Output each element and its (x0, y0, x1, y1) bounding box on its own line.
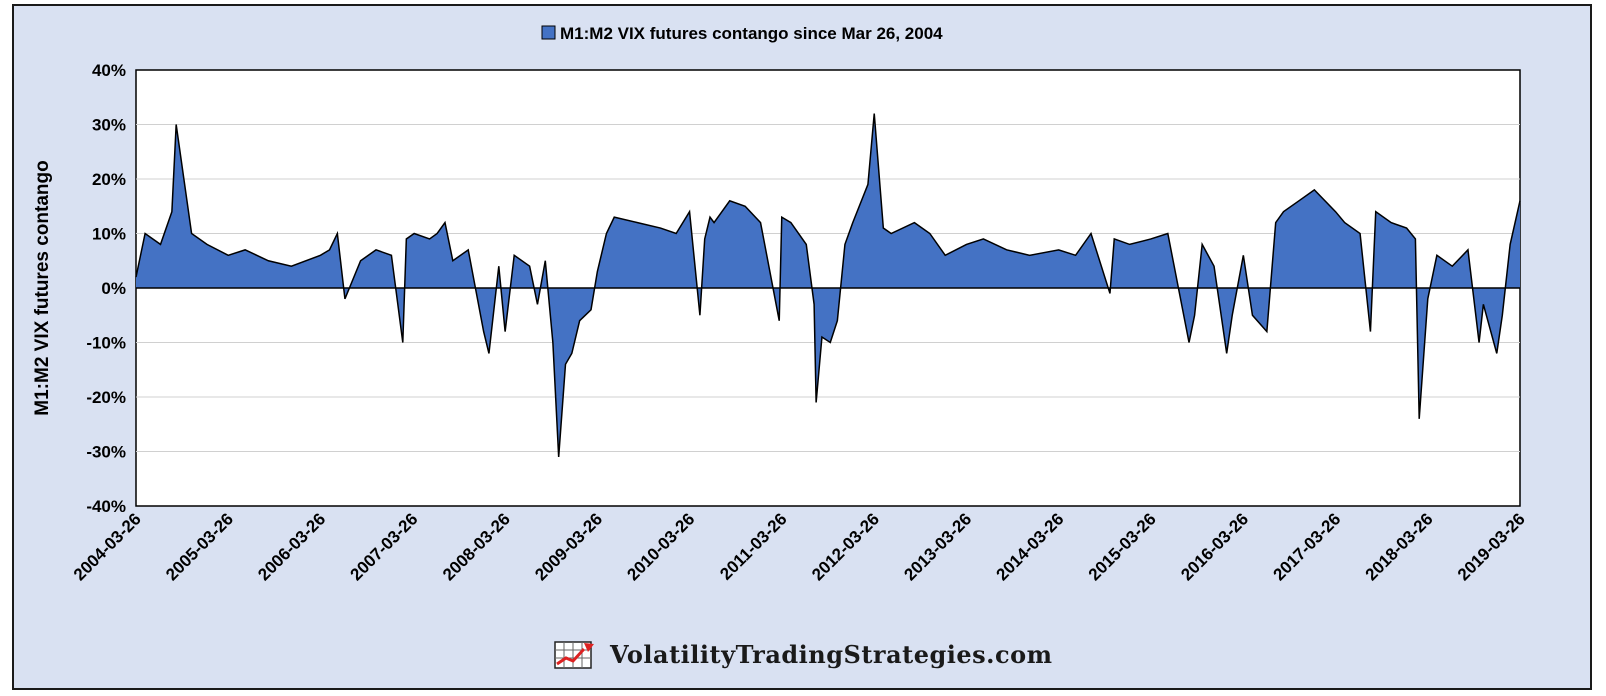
x-tick-label: 2016-03-26 (1177, 509, 1252, 584)
chart-svg: M1:M2 VIX futures contango since Mar 26,… (32, 24, 1529, 584)
x-tick-label: 2005-03-26 (162, 509, 237, 584)
y-tick-label: -40% (86, 497, 126, 516)
x-tick-label: 2010-03-26 (623, 509, 698, 584)
y-tick-label: -10% (86, 334, 126, 353)
area-layer (135, 113, 1521, 458)
y-axis-label: M1:M2 VIX futures contango (32, 160, 53, 415)
y-tick-label: 40% (92, 61, 126, 80)
x-tick-label: 2015-03-26 (1085, 509, 1160, 584)
x-tick-label: 2017-03-26 (1269, 509, 1344, 584)
x-tick-label: 2014-03-26 (993, 509, 1068, 584)
y-tick-label: 0% (101, 279, 126, 298)
chart-frame: M1:M2 VIX futures contango since Mar 26,… (12, 4, 1592, 690)
grid-lines (136, 124, 1520, 452)
site-name: VolatilityTradingStrategies.com (610, 639, 1053, 669)
x-tick-label: 2018-03-26 (1362, 509, 1437, 584)
x-tick-label: 2006-03-26 (254, 509, 329, 584)
x-tick-label: 2009-03-26 (531, 509, 606, 584)
legend-label: M1:M2 VIX futures contango since Mar 26,… (560, 24, 943, 43)
series-area (136, 113, 1520, 457)
x-axis-ticks: 2004-03-26 2005-03-26 2006-03-26 2007-03-26… (70, 509, 1529, 584)
x-tick-label: 2012-03-26 (808, 509, 883, 584)
y-axis-ticks: -40% -30% -20% -10% 0% 10% 20% 30% 40% (86, 61, 126, 516)
y-tick-label: 30% (92, 116, 126, 135)
y-tick-label: -30% (86, 443, 126, 462)
legend: M1:M2 VIX futures contango since Mar 26,… (541, 24, 943, 43)
x-tick-label: 2004-03-26 (70, 509, 145, 584)
x-tick-label: 2008-03-26 (439, 509, 514, 584)
legend-swatch (541, 25, 556, 40)
x-tick-label: 2011-03-26 (716, 509, 790, 583)
x-tick-label: 2013-03-26 (900, 509, 975, 584)
y-tick-label: 10% (92, 225, 126, 244)
rising-chart-arrow-icon (554, 641, 594, 669)
site-watermark: VolatilityTradingStrategies.com (554, 634, 1053, 674)
series-line (135, 113, 1521, 458)
y-tick-label: -20% (86, 388, 126, 407)
x-tick-label: 2019-03-26 (1454, 509, 1529, 584)
x-tick-label: 2007-03-26 (347, 509, 422, 584)
y-tick-label: 20% (92, 170, 126, 189)
